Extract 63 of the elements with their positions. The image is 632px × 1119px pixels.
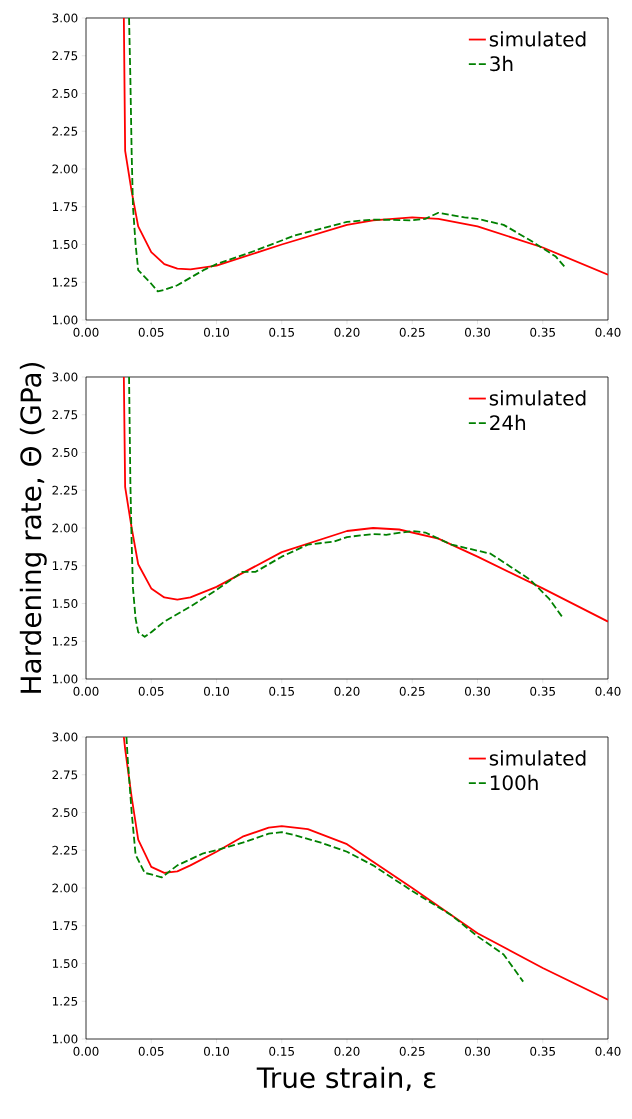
x-tick-label: 0.35: [530, 686, 556, 696]
x-tick-label: 0.00: [73, 327, 99, 337]
x-tick-label: 0.20: [334, 327, 360, 337]
x-tick-label: 0.30: [464, 686, 491, 696]
x-tick-label: 0.15: [269, 686, 295, 696]
x-tick-label: 0.30: [464, 327, 491, 337]
y-tick-label: 2.75: [52, 770, 78, 780]
y-tick-label: 1.75: [52, 202, 78, 212]
y-tick-label: 2.00: [52, 164, 78, 174]
y-tick-label: 1.50: [52, 598, 78, 609]
line-series: [122, 737, 609, 1001]
y-tick-label: 1.25: [52, 996, 78, 1006]
y-tick-label: 2.50: [52, 88, 78, 99]
legend-label: 100h: [490, 774, 538, 791]
legend-label: simulated: [489, 390, 586, 406]
x-tick-label: 0.00: [73, 1046, 99, 1056]
y-tick-label: 1.25: [52, 277, 78, 287]
y-tick-label: 1.75: [52, 561, 78, 571]
legend-label: 24h: [490, 414, 526, 430]
x-tick-label: 0.40: [595, 686, 621, 696]
y-tick-label: 1.00: [52, 315, 78, 325]
y-axis-title: Hardening rate, Θ (GPa): [19, 362, 47, 693]
x-tick-label: 0.00: [73, 686, 99, 696]
x-tick-label: 0.25: [399, 686, 425, 696]
legend-label: 3h: [490, 55, 513, 72]
x-tick-label: 0.05: [138, 327, 164, 337]
x-tick-label: 0.40: [595, 327, 621, 337]
x-tick-label: 0.10: [203, 1046, 230, 1056]
x-tick-label: 0.25: [399, 327, 425, 337]
x-tick-label: 0.40: [595, 1046, 621, 1056]
y-tick-label: 1.50: [52, 958, 78, 969]
x-tick-label: 0.05: [138, 686, 164, 696]
x-tick-label: 0.15: [269, 1046, 295, 1056]
x-axis-title: True strain, ε: [256, 1066, 436, 1092]
legend-label: simulated: [489, 31, 586, 47]
y-tick-label: 2.00: [52, 883, 78, 893]
y-tick-label: 2.25: [52, 126, 78, 136]
x-tick-label: 0.05: [138, 1046, 164, 1056]
y-tick-label: 1.50: [52, 239, 78, 250]
x-tick-label: 0.10: [203, 327, 230, 337]
x-tick-label: 0.25: [399, 1046, 425, 1056]
y-tick-label: 2.75: [52, 410, 78, 420]
y-tick-label: 1.25: [52, 636, 78, 646]
y-tick-label: 2.25: [52, 845, 78, 855]
y-tick-label: 3.00: [52, 372, 78, 382]
y-tick-label: 1.00: [52, 674, 78, 684]
legend-label: simulated: [489, 750, 586, 766]
x-tick-label: 0.15: [269, 327, 295, 337]
y-tick-label: 3.00: [52, 13, 78, 23]
y-tick-label: 1.75: [52, 921, 78, 931]
y-tick-label: 2.00: [52, 523, 78, 533]
y-tick-label: 2.50: [52, 807, 78, 818]
y-tick-label: 3.00: [52, 732, 78, 742]
x-tick-label: 0.35: [530, 327, 556, 337]
y-tick-label: 2.50: [52, 447, 78, 458]
x-tick-label: 0.20: [334, 686, 360, 696]
x-tick-label: 0.30: [464, 1046, 491, 1056]
y-tick-label: 2.25: [52, 485, 78, 495]
x-tick-label: 0.35: [530, 1046, 556, 1056]
y-tick-label: 2.75: [52, 51, 78, 61]
x-tick-label: 0.20: [334, 1046, 360, 1056]
y-tick-label: 1.00: [52, 1034, 78, 1044]
x-tick-label: 0.10: [203, 686, 230, 696]
